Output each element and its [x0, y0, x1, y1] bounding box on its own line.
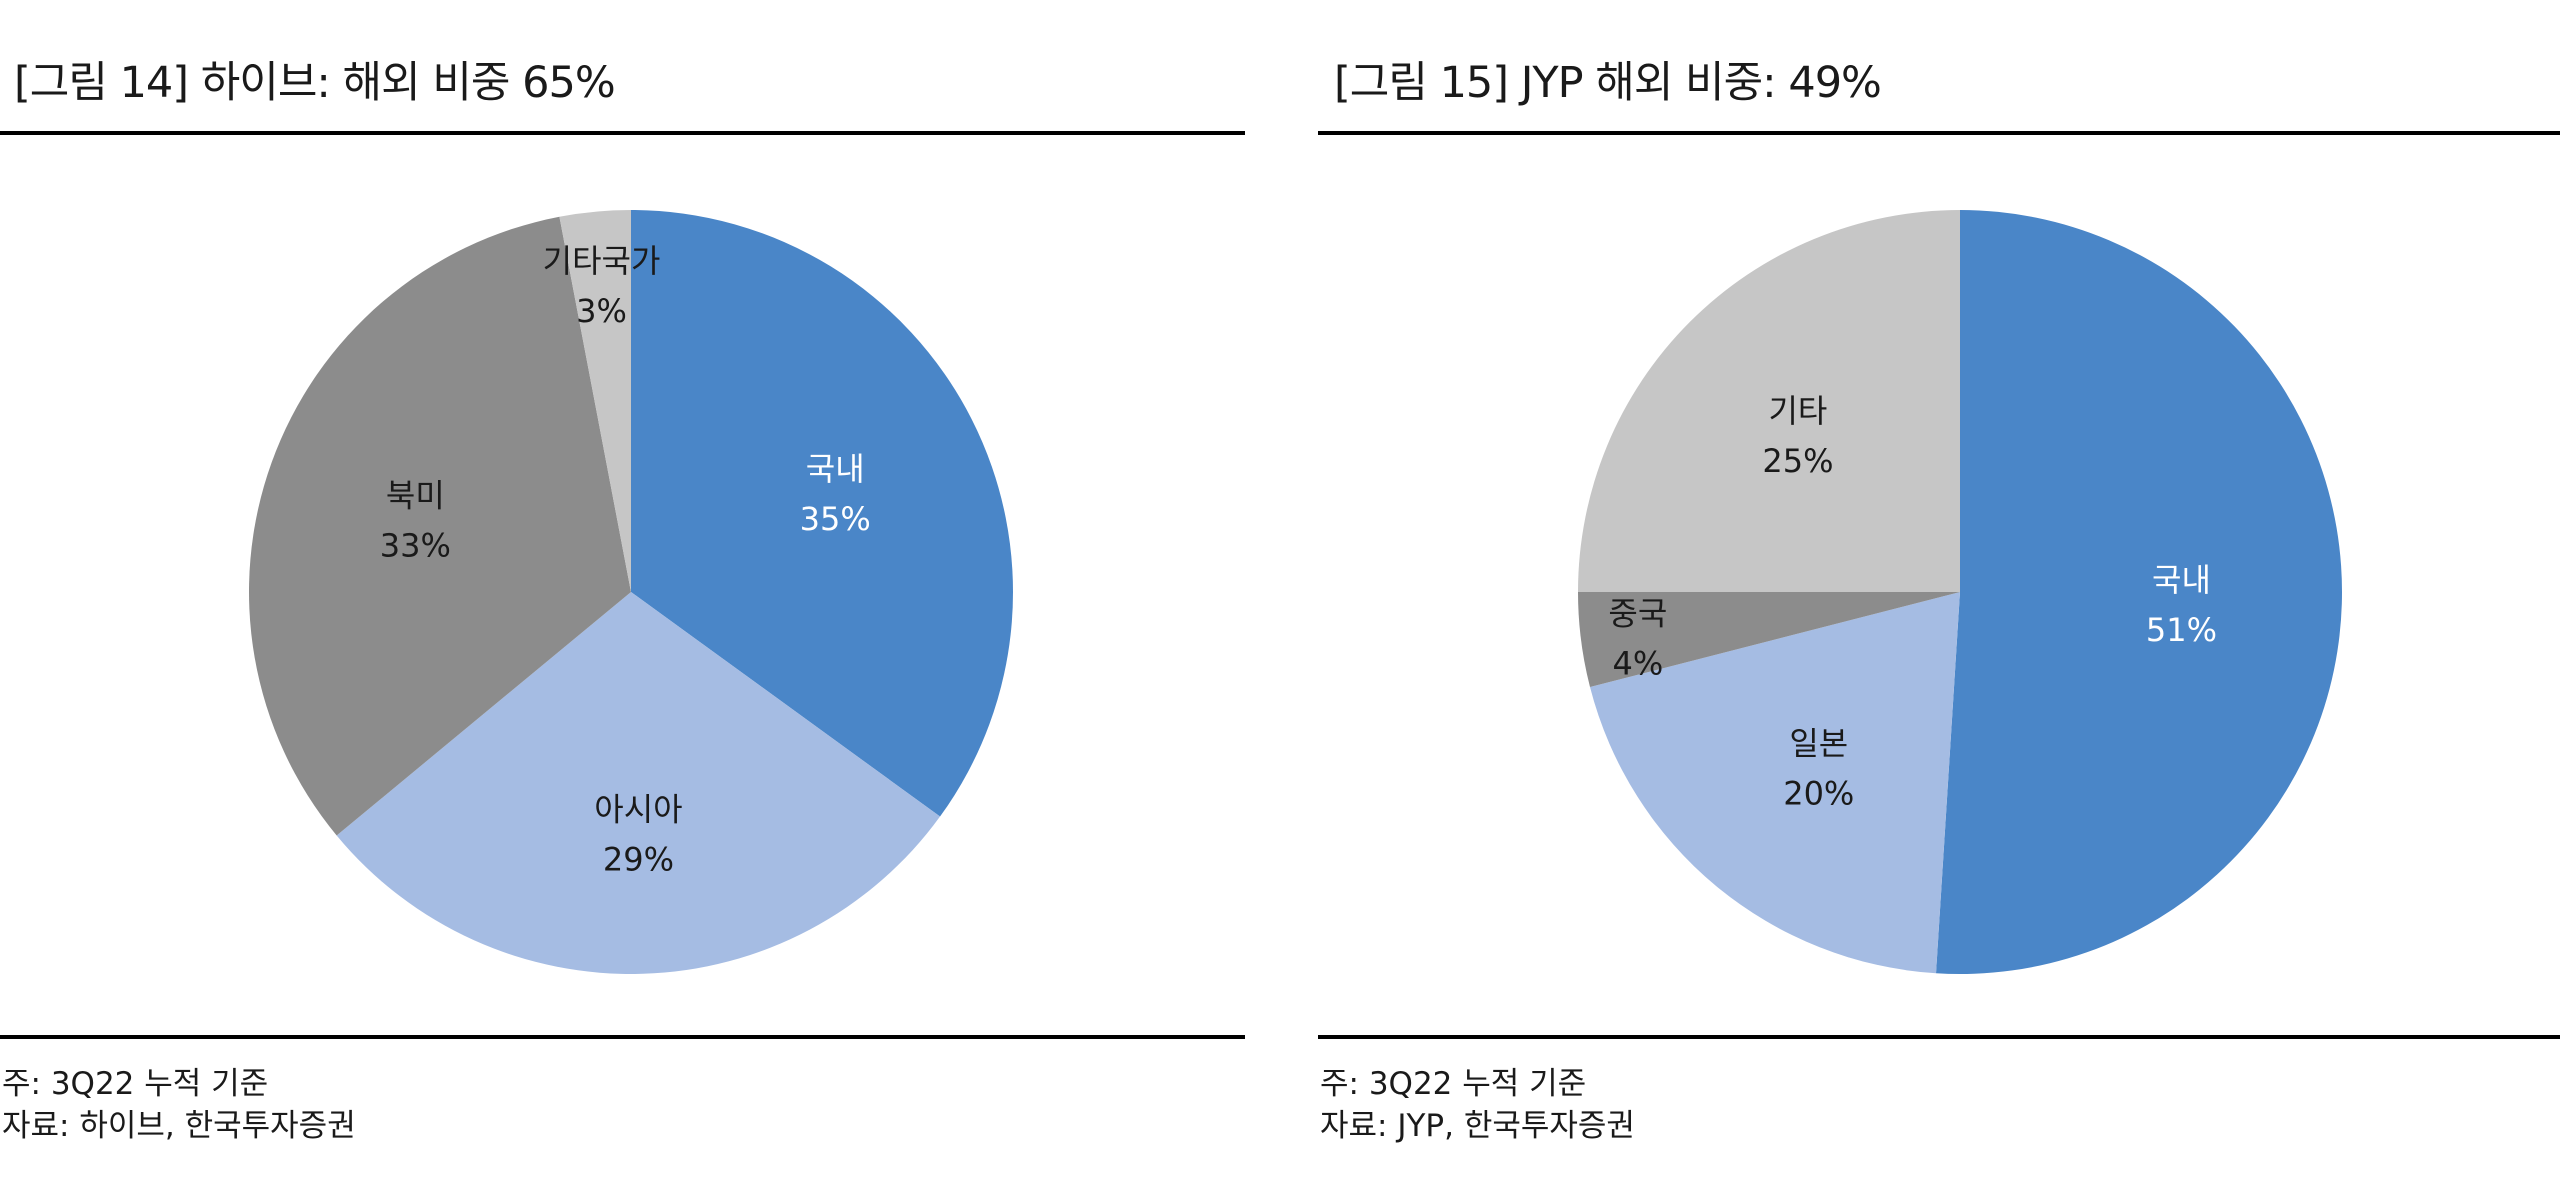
chart-panel-hybe: [그림 14] 하이브: 해외 비중 65% 국내 35% 아시아 29% 북미 33% 기…	[0, 0, 1245, 1201]
chart-title: [그림 15] JYP 해외 비중: 49%	[1334, 58, 1882, 108]
pie-slice-domestic	[631, 210, 1014, 817]
chart-panel-jyp: [그림 15] JYP 해외 비중: 49% 국내 51% 일본 20% 중국 4% 기타 2…	[1318, 0, 2560, 1201]
pie-slice-china	[1578, 592, 1960, 687]
slice-value-japan: 20%	[1783, 775, 1854, 813]
slice-value-china: 4%	[1612, 645, 1663, 683]
pie-slice-north-america	[249, 216, 631, 836]
pie-chart-jyp: 국내 51% 일본 20% 중국 4% 기타 25%	[1578, 210, 2342, 974]
slice-label-japan: 일본	[1789, 725, 1848, 763]
slice-label-north-america: 북미	[386, 476, 445, 514]
chart-note: 주: 3Q22 누적 기준	[2, 1066, 269, 1102]
slice-value-asia: 29%	[603, 841, 674, 879]
slice-value-domestic: 51%	[2146, 611, 2217, 649]
pie-slice-asia	[336, 592, 941, 975]
slice-value-other: 25%	[1762, 442, 1833, 480]
pie-slice-domestic	[1936, 210, 2342, 974]
pie-slice-japan	[1590, 592, 1960, 974]
footer-divider	[1318, 1035, 2560, 1039]
title-divider	[1318, 131, 2560, 135]
slice-value-north-america: 33%	[380, 526, 451, 564]
title-divider	[0, 131, 1245, 135]
pie-slice-other-countries	[559, 210, 631, 592]
slice-label-other: 기타	[1768, 392, 1827, 430]
slice-label-domestic: 국내	[2152, 561, 2211, 599]
footer-divider	[0, 1035, 1245, 1039]
slice-label-asia: 아시아	[594, 791, 682, 829]
slice-label-china: 중국	[1608, 595, 1667, 633]
slice-label-domestic: 국내	[806, 450, 865, 488]
chart-title: [그림 14] 하이브: 해외 비중 65%	[14, 58, 616, 108]
chart-source: 자료: 하이브, 한국투자증권	[2, 1108, 356, 1144]
slice-value-other-countries: 3%	[576, 292, 627, 330]
chart-note: 주: 3Q22 누적 기준	[1320, 1066, 1587, 1102]
slice-label-other-countries: 기타국가	[543, 242, 661, 280]
pie-chart-hybe: 국내 35% 아시아 29% 북미 33% 기타국가 3%	[249, 210, 1014, 975]
slice-value-domestic: 35%	[800, 500, 871, 538]
chart-source: 자료: JYP, 한국투자증권	[1320, 1108, 1635, 1144]
pie-slice-other	[1578, 210, 1960, 592]
